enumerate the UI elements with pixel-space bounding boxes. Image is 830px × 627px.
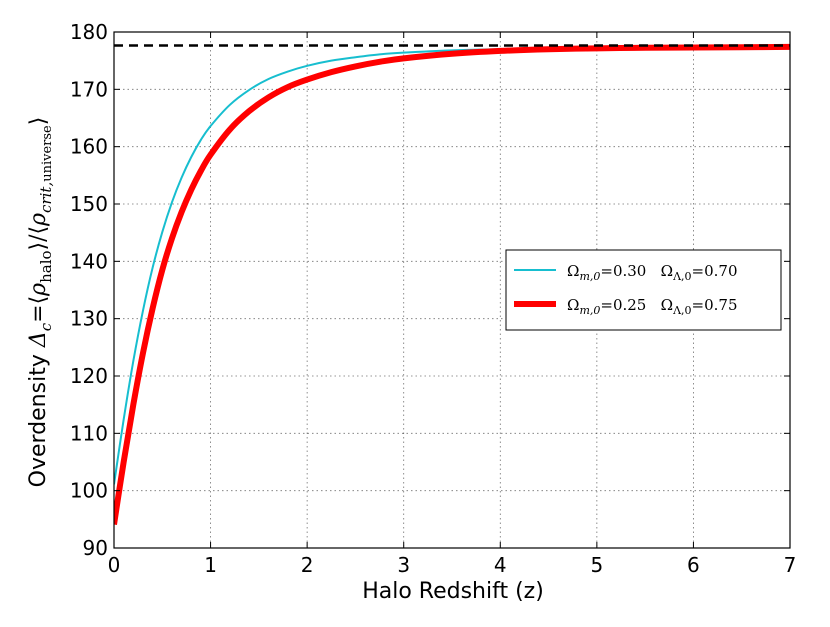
y-tick-label: 140: [70, 249, 108, 273]
ticks: 0 1 2 3 4 5 6 7 90 100 110 120 130 140 150 160 170 180: [70, 20, 797, 577]
y-tick-label: 150: [70, 192, 108, 216]
x-tick-label: 5: [590, 553, 603, 577]
x-tick-label: 3: [397, 553, 410, 577]
x-tick-label: 0: [108, 553, 121, 577]
y-tick-label: 130: [70, 307, 108, 331]
plot-frame: [113, 31, 791, 549]
grid: [114, 32, 790, 548]
y-axis-label: Overdensity Δc=⟨ρhalo⟩/⟨ρcrit,universe⟩: [26, 117, 55, 488]
y-tick-label: 180: [70, 20, 108, 44]
legend-box: [505, 249, 782, 331]
x-tick-label: 2: [301, 553, 314, 577]
legend: Ωm,0=0.30 ΩΛ,0=0.70 Ωm,0=0.25 ΩΛ,0=0.75: [505, 249, 782, 331]
x-tick-label: 4: [494, 553, 507, 577]
x-tick-label: 7: [784, 553, 797, 577]
x-tick-label: 1: [204, 553, 217, 577]
series-line-2: [114, 43, 790, 525]
x-tick-label: 6: [687, 553, 700, 577]
y-tick-label: 100: [70, 479, 108, 503]
y-tick-label: 170: [70, 77, 108, 101]
y-tick-label: 90: [83, 536, 108, 560]
x-axis-label: Halo Redshift (z): [362, 579, 544, 604]
series-layer: [114, 43, 790, 525]
legend-label-series-1: Ωm,0=0.30 ΩΛ,0=0.70: [567, 262, 738, 283]
y-tick-label: 160: [70, 135, 108, 159]
y-tick-label: 110: [70, 421, 108, 445]
legend-label-series-2: Ωm,0=0.25 ΩΛ,0=0.75: [567, 296, 738, 317]
y-tick-label: 120: [70, 364, 108, 388]
